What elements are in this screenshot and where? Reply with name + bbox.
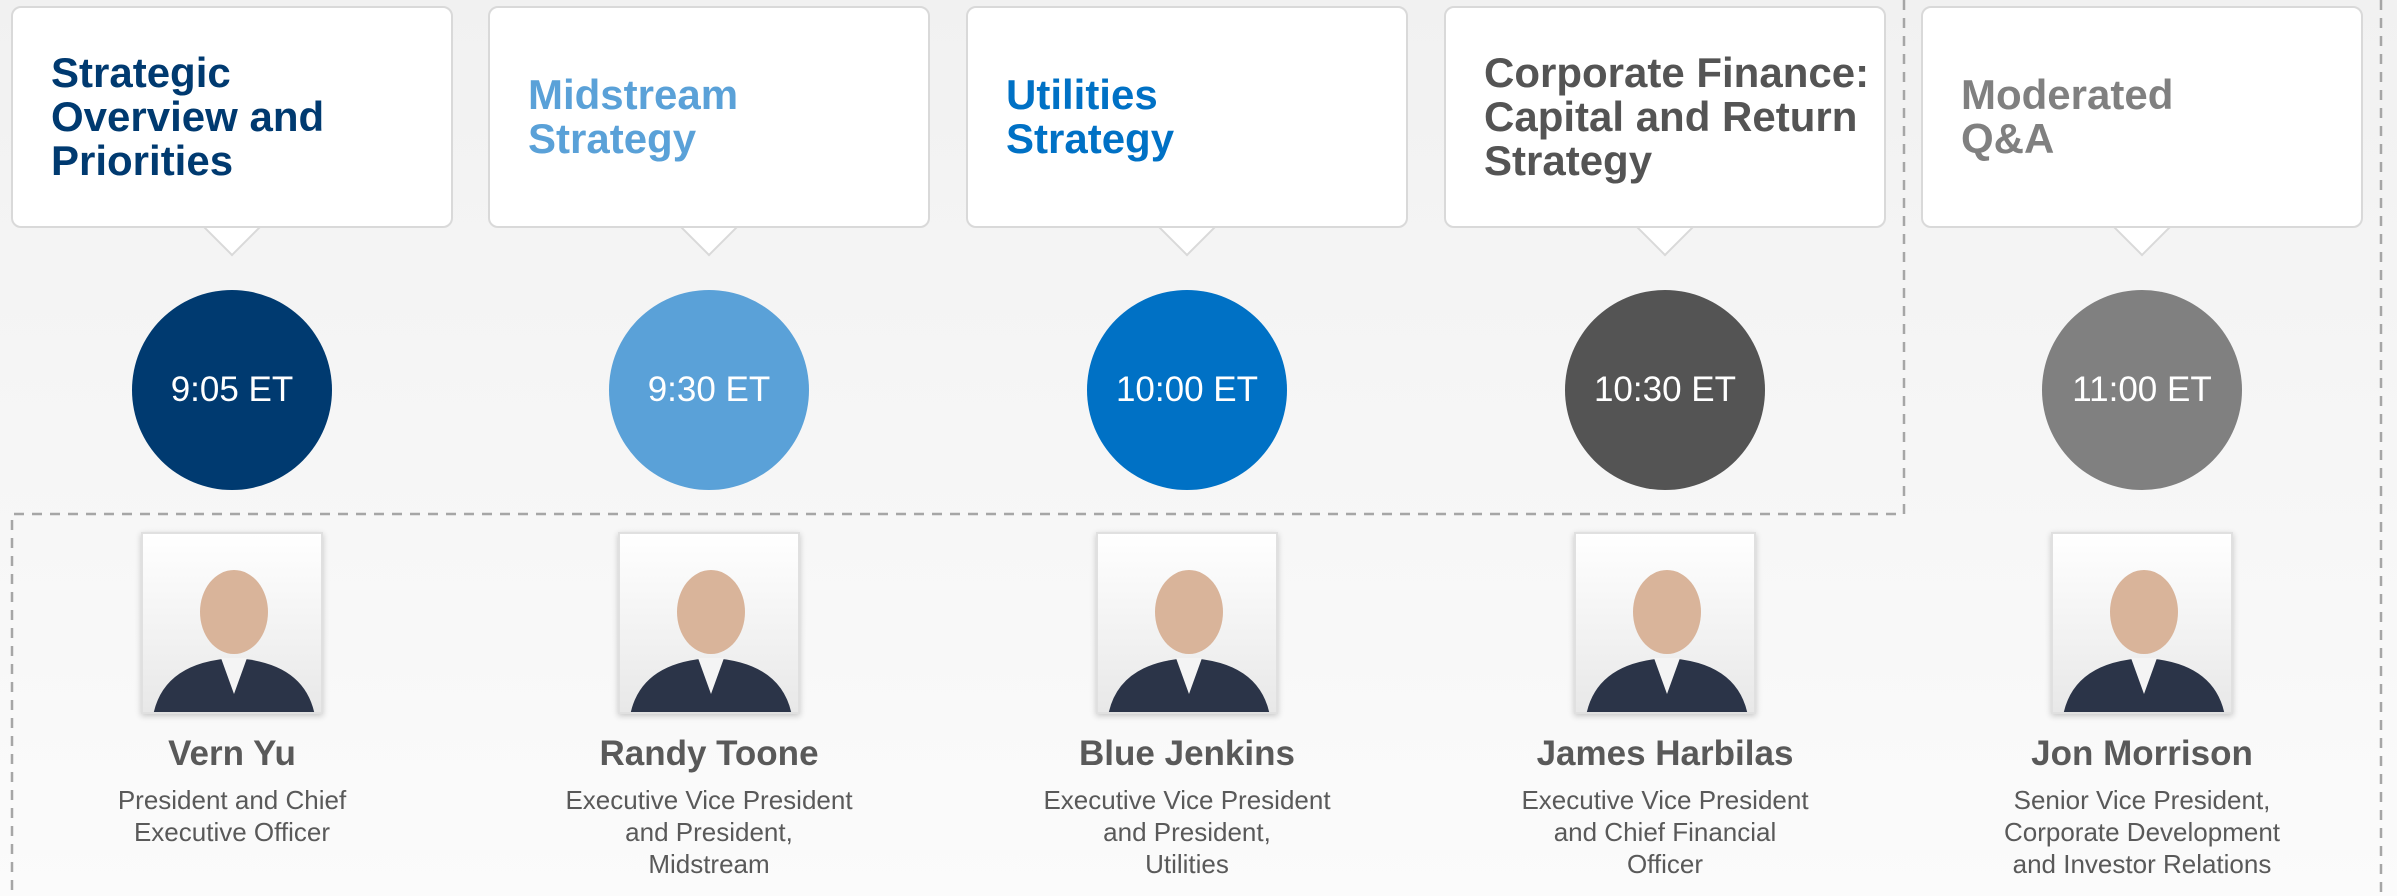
role-line: Senior Vice President, [1912, 784, 2372, 816]
role-line: Utilities [957, 848, 1417, 880]
session-title: Strategic [51, 51, 451, 95]
photo-silhouette [143, 534, 323, 714]
session-title: Midstream [528, 73, 928, 117]
role-line: Executive Vice President [479, 784, 939, 816]
role-line: Executive Vice President [957, 784, 1417, 816]
role-line: and Investor Relations [1912, 848, 2372, 880]
speaker-role: Senior Vice President,Corporate Developm… [1912, 784, 2372, 880]
role-line: Executive Officer [2, 816, 462, 848]
speaker-name: Jon Morrison [1912, 734, 2372, 774]
time-circle: 10:00 ET [1087, 290, 1287, 490]
session-title: Strategy [1484, 139, 1884, 183]
session-title: Strategy [528, 117, 928, 161]
role-line: Officer [1435, 848, 1895, 880]
speaker-photo [2051, 532, 2233, 714]
session-title: Strategy [1006, 117, 1406, 161]
role-line: Corporate Development [1912, 816, 2372, 848]
session-title: Capital and Return [1484, 95, 1884, 139]
speaker-name: James Harbilas [1435, 734, 1895, 774]
role-line: and President, [957, 816, 1417, 848]
photo-silhouette [620, 534, 800, 714]
role-line: and Chief Financial [1435, 816, 1895, 848]
time-circle: 9:05 ET [132, 290, 332, 490]
speaker-photo [1096, 532, 1278, 714]
session-title: Q&A [1961, 117, 2361, 161]
time-circle: 9:30 ET [609, 290, 809, 490]
speaker-name: Vern Yu [2, 734, 462, 774]
page: StrategicOverview andPriorities 9:05 ET Ve… [0, 0, 2397, 896]
photo-silhouette [2053, 534, 2233, 714]
speaker-photo [141, 532, 323, 714]
role-line: Midstream [479, 848, 939, 880]
session-title: Corporate Finance: [1484, 51, 1884, 95]
time-circle: 11:00 ET [2042, 290, 2242, 490]
session-title: Overview and [51, 95, 451, 139]
role-line: Executive Vice President [1435, 784, 1895, 816]
time-circle: 10:30 ET [1565, 290, 1765, 490]
speaker-name: Randy Toone [479, 734, 939, 774]
session-title: Utilities [1006, 73, 1406, 117]
photo-silhouette [1098, 534, 1278, 714]
session-title: Priorities [51, 139, 451, 183]
session-title: Moderated [1961, 73, 2361, 117]
speaker-name: Blue Jenkins [957, 734, 1417, 774]
role-line: and President, [479, 816, 939, 848]
speaker-photo [618, 532, 800, 714]
speaker-photo [1574, 532, 1756, 714]
role-line: President and Chief [2, 784, 462, 816]
photo-silhouette [1576, 534, 1756, 714]
